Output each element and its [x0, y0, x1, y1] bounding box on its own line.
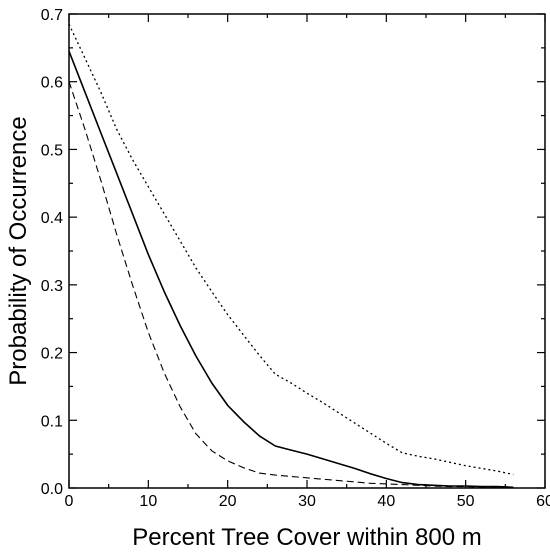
- x-axis-title: Percent Tree Cover within 800 m: [132, 524, 482, 551]
- x-tick-label: 10: [139, 493, 157, 510]
- y-tick-label: 0.4: [41, 210, 63, 227]
- y-tick-label: 0.2: [41, 346, 63, 363]
- y-axis-title: Probability of Occurrence: [5, 116, 32, 385]
- y-tick-label: 0.3: [41, 278, 63, 295]
- y-tick-label: 0.5: [41, 142, 63, 159]
- series-layer: [68, 23, 514, 489]
- y-tick-label: 0.7: [41, 7, 63, 24]
- x-tick-label: 30: [298, 493, 316, 510]
- x-tick-label: 60: [536, 493, 550, 510]
- y-tick-label: 0.0: [41, 481, 63, 498]
- plot-frame: [68, 13, 546, 489]
- tick-layer: 0 10 20 30 40 50 60 0.0 0.1 0.2 0.3 0.4 0.5 0.6 0.7: [41, 7, 550, 510]
- series-line-solid: [68, 50, 514, 489]
- x-tick-label: 50: [457, 493, 475, 510]
- series-line-dashed: [68, 81, 514, 488]
- y-tick-label: 0.6: [41, 75, 63, 92]
- x-tick-label: 40: [377, 493, 395, 510]
- x-tick-label: 0: [65, 493, 74, 510]
- y-tick-label: 0.1: [41, 413, 63, 430]
- x-tick-label: 20: [219, 493, 237, 510]
- series-line-dotted: [68, 23, 514, 476]
